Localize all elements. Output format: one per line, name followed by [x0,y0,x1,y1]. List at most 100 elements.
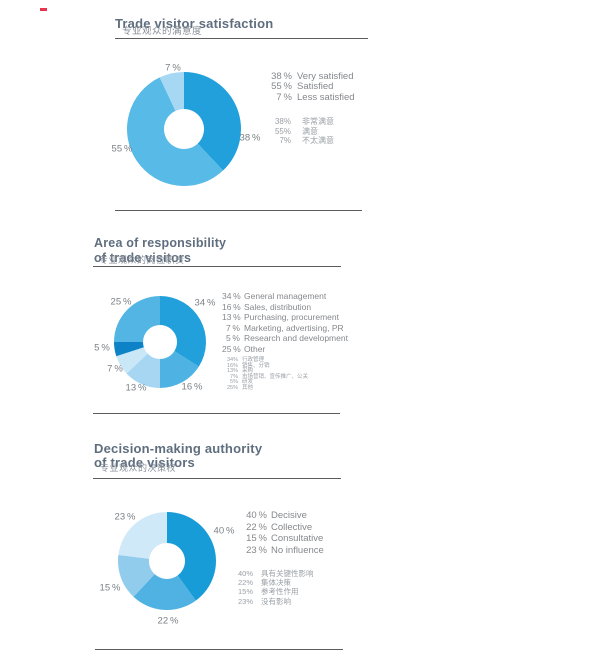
legend-label: Collective [271,521,313,533]
legend-percent: 13 % [222,312,241,322]
legend-row: 7% 市场营销、宣传推广、公关 [224,374,308,381]
legend-row: 7 % Less satisfied [269,91,355,103]
legend-label: 研发 [242,379,254,386]
legend-percent: 13% [226,368,238,375]
legend-row: 23% 没有影响 [238,597,314,606]
legend-percent: 38 % [271,71,292,82]
legend-label: 其他 [242,384,254,391]
legend-label: 集体决策 [261,578,291,588]
legend-percent: 25% [226,384,238,391]
legend-percent: 16 % [222,301,241,312]
slice-percent-label: 16 % [181,381,203,393]
divider-line [93,266,341,267]
legend-label: 满意 [302,126,318,136]
legend-percent: 38% [274,117,291,126]
section-title-satisfaction: Trade visitor satisfaction [115,15,274,31]
legend-row: 15% 参考性作用 [238,587,314,596]
donut-slice [167,512,216,601]
legend-authority-en: 40 % Decisive 22 % Collective 15 % Consultati… [246,510,324,556]
legend-label: Sales, distribution [244,301,312,312]
section-title-responsibility: Area of responsibility of trade visitors [94,236,227,265]
legend-row: 13 % Purchasing, procurement [222,312,348,323]
legend-label: Research and development [244,333,348,343]
donut-slice [114,342,144,357]
red-mark [40,8,47,11]
legend-label: Very satisfied [297,71,354,82]
donut-slice [118,554,155,597]
divider-line [95,649,343,650]
legend-row: 25% 其他 [224,384,308,392]
legend-row: 25 % Other [222,344,348,355]
legend-percent: 55 % [271,81,292,93]
legend-percent: 5 % [226,333,240,343]
section-subtitle-cn: 专业观众的岗位职责 [99,255,185,265]
legend-row: 16 % Sales, distribution [222,302,348,313]
slice-percent-label: 7 % [107,363,123,375]
legend-percent: 34 % [222,291,241,301]
legend-row: 5% 研发 [224,380,308,386]
legend-percent: 23% [238,596,254,606]
section-subtitle-cn: 专业观众的决策权 [100,463,177,473]
legend-row: 38% 非常满意 [269,117,334,127]
legend-percent: 22% [238,578,254,588]
legend-satisfaction-cn: 38% 非常满意 55% 满意 7% 不太满意 [269,117,334,146]
donut-slice [118,512,167,559]
legend-row: 40 % Decisive [246,510,324,522]
divider-line [93,478,341,479]
legend-label: Satisfied [297,81,334,93]
legend-row: 34% 行政管理 [224,357,308,364]
legend-label: Decisive [271,510,307,521]
legend-row: 22% 集体决策 [238,578,314,587]
legend-label: 不太满意 [302,136,334,146]
legend-row: 55% 满意 [269,127,334,137]
slice-percent-label: 22 % [157,615,179,627]
legend-row: 7% 不太满意 [269,136,334,146]
legend-percent: 7 % [276,91,292,103]
legend-percent: 55% [274,126,291,136]
legend-row: 13% 采购 [224,369,308,375]
slice-percent-label: 23 % [114,511,136,523]
legend-label: No influence [271,544,324,556]
legend-percent: 22 % [246,521,267,533]
legend-label: Other [244,343,266,354]
legend-row: 55 % Satisfied [269,81,355,93]
legend-label: 销售、分销 [242,362,270,369]
section-title-authority: Decision-making authority of trade visit… [94,440,263,471]
divider-line [115,38,368,39]
donut-slice [160,296,207,367]
legend-label: General management [244,291,327,301]
legend-percent: 40 % [246,510,267,521]
legend-label: Consultative [271,533,324,545]
legend-row: 34 % General management [222,291,348,302]
legend-row: 5 % Research and development [222,333,348,344]
legend-row: 40% 具有关键性影响 [238,569,314,578]
legend-label: 行政管理 [242,357,265,363]
legend-percent: 34% [226,357,238,363]
slice-percent-label: 40 % [213,525,235,537]
legend-percent: 23 % [246,544,267,556]
divider-line [115,210,362,211]
legend-label: 非常满意 [302,117,334,126]
legend-row: 16% 销售、分销 [224,362,308,370]
slice-percent-label: 15 % [99,582,121,594]
donut-slice [184,72,241,171]
legend-label: Less satisfied [297,91,355,103]
legend-label: 具有关键性影响 [261,569,314,578]
slice-percent-label: 55 % [111,143,133,155]
section-subtitle-cn: 专业观众的满意度 [122,26,203,37]
legend-percent: 7 % [226,322,240,333]
legend-responsibility-en: 34 % General management 16 % Sales, distrib… [222,291,348,354]
legend-responsibility-cn: 34% 行政管理 16% 销售、分销 13% 采购 7% 市场营销、宣传推广、公关 5% 研发 25… [224,357,308,392]
donut-slice [126,353,160,388]
donut-slice [116,347,148,374]
divider-line [93,413,340,414]
donut-slice [159,72,184,111]
legend-percent: 5% [230,379,238,386]
donut-slice [114,296,160,342]
donut-slice [126,77,224,186]
legend-percent: 16% [226,362,238,369]
legend-percent: 15 % [246,533,267,545]
legend-row: 7 % Marketing, advertising, PR [222,323,348,334]
legend-label: Marketing, advertising, PR [244,322,344,333]
